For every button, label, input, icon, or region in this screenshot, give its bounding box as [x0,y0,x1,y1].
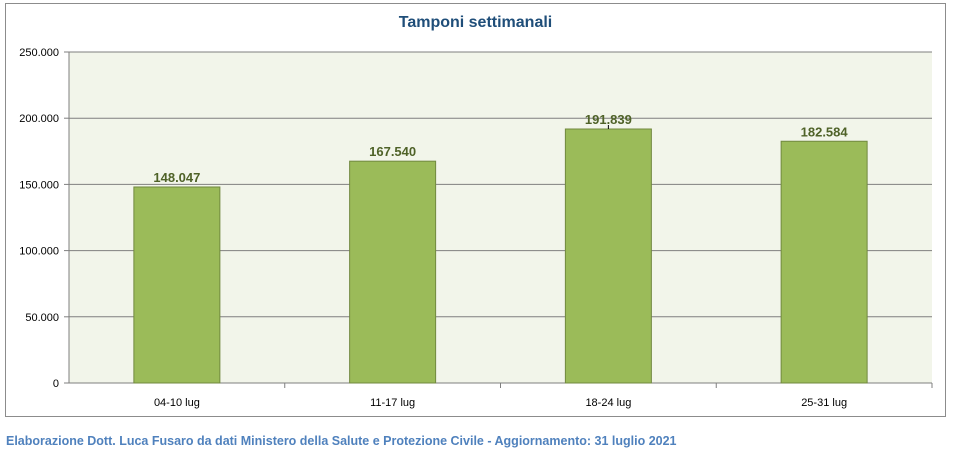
footer-credit: Elaborazione Dott. Luca Fusaro da dati M… [6,434,677,448]
y-tick-label: 100.000 [19,246,59,258]
data-label: 182.584 [801,124,849,139]
chart-title: Tamponi settimanali [398,14,553,31]
x-tick-label: 04-10 lug [154,397,200,409]
bar-1 [133,186,221,384]
x-tick-label: 11-17 lug [370,397,415,409]
y-tick-label: 200.000 [19,113,59,125]
data-label: 148.047 [153,170,200,185]
bar-3 [564,128,652,384]
data-label: 191.839 [585,112,632,127]
x-tick-label: 18-24 lug [585,397,631,409]
bar-2 [349,160,437,384]
bar-chart: 0 50.000 100.000 150.000 200.000 250.000 04-10… [19,47,933,409]
y-tick-label: 0 [53,378,59,390]
y-tick-label: 150.000 [19,179,59,191]
x-tick-label: 25-31 lug [801,397,847,409]
data-label: 167.540 [369,144,416,159]
y-tick-label: 50.000 [25,312,59,324]
bar-4 [780,140,868,384]
y-tick-label: 250.000 [19,47,59,59]
